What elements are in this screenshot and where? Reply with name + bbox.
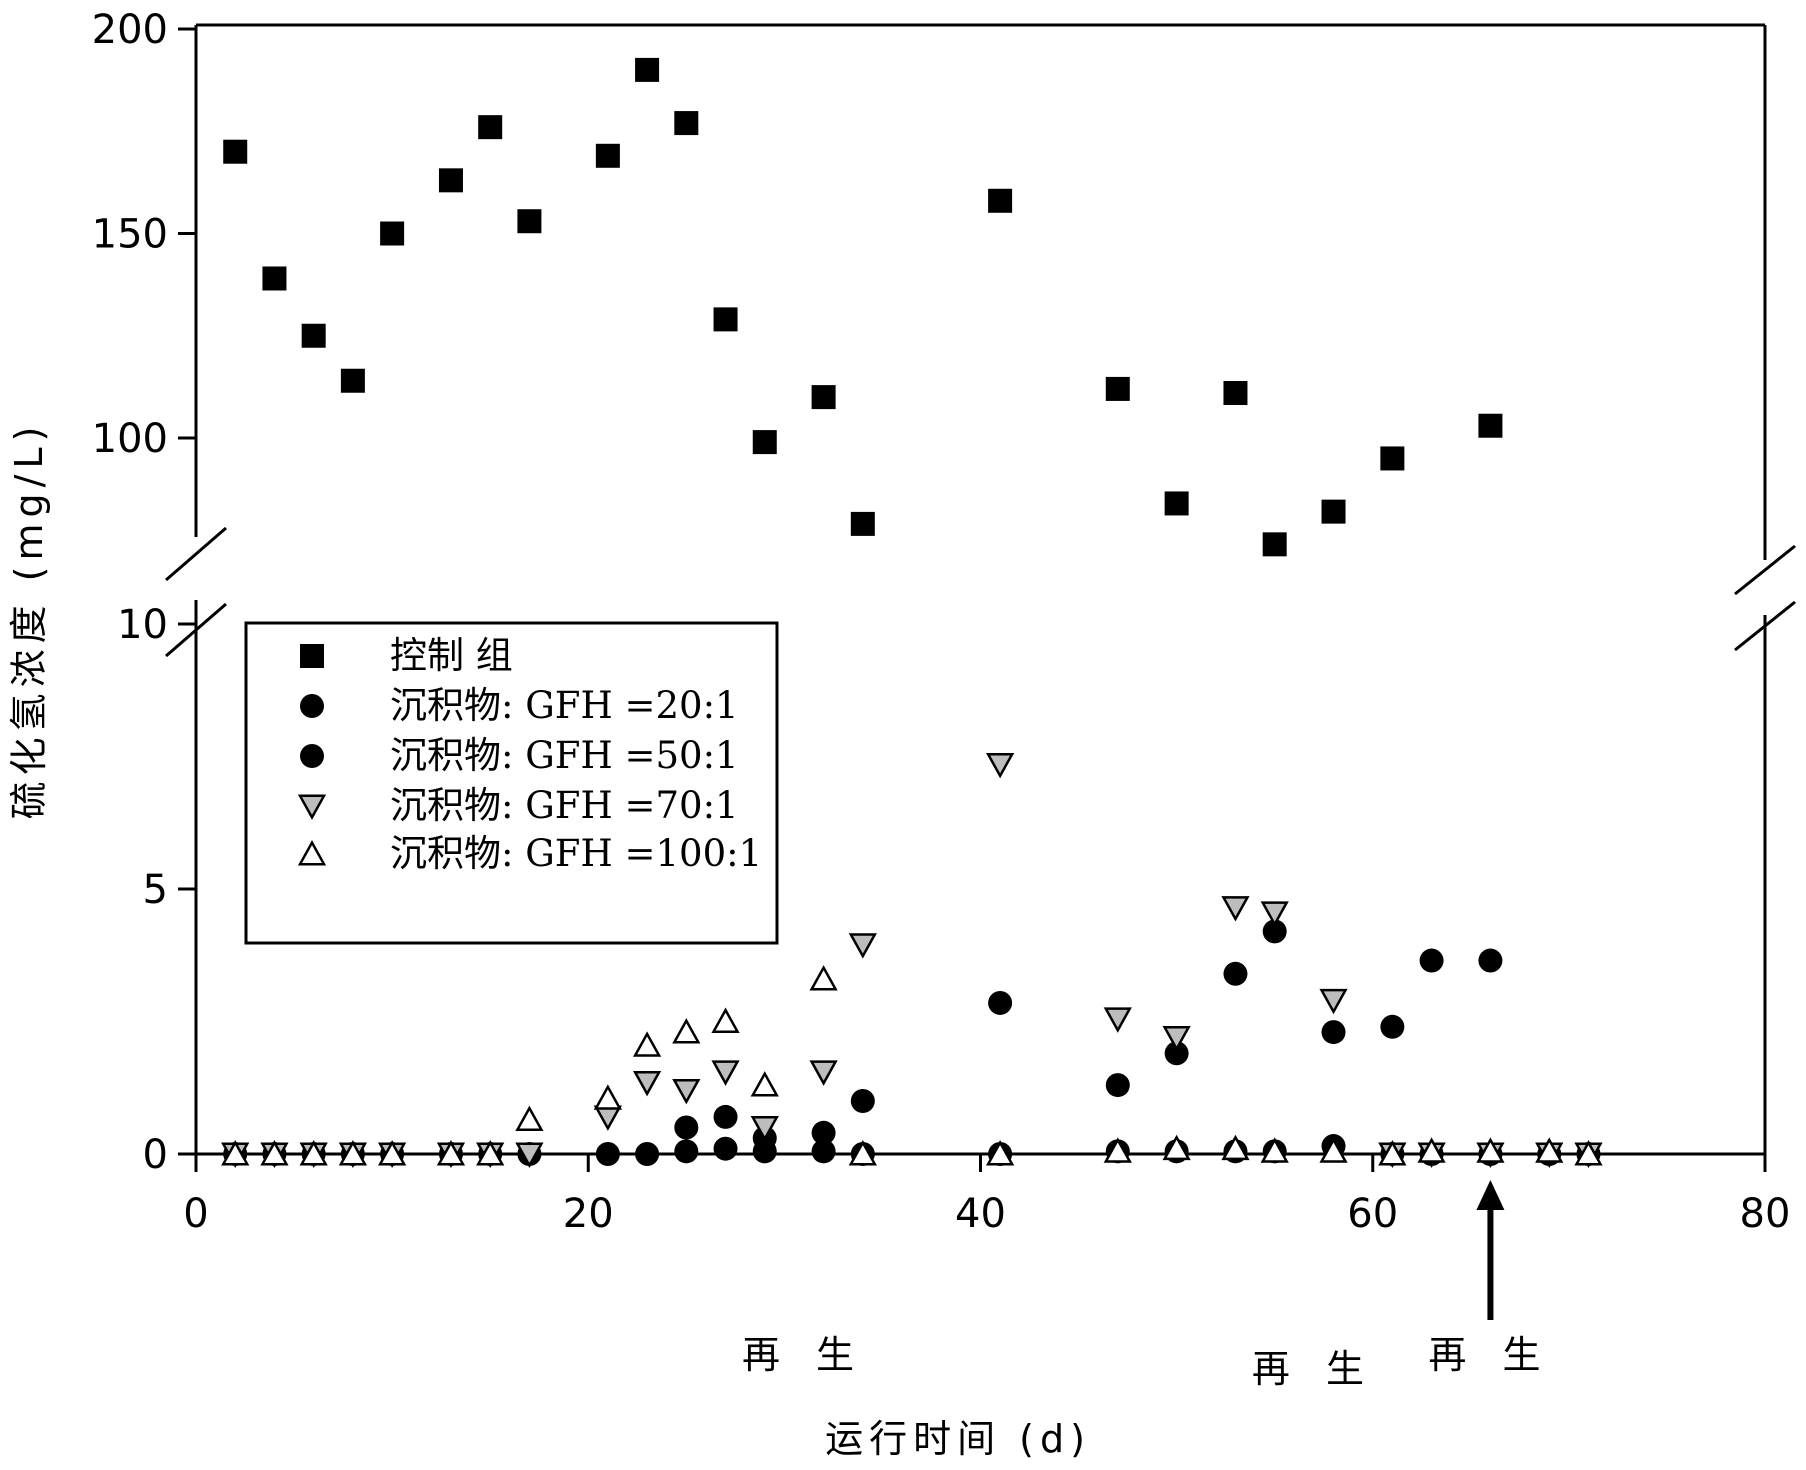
annotation-label: 再 生 [1252,1347,1376,1391]
x-tick-label: 60 [1347,1191,1398,1237]
data-point-square [1106,377,1130,401]
data-point-down-triangle [674,1080,698,1102]
data-point-up-triangle [635,1034,659,1056]
data-point-circle [988,991,1012,1015]
data-point-circle [714,1105,738,1129]
data-point-down-triangle [1263,903,1287,925]
data-point-circle [1223,962,1247,986]
data-point-circle [812,1121,836,1145]
legend-marker-square [300,644,324,668]
x-tick-label: 80 [1740,1191,1791,1237]
data-point-down-triangle [596,1107,620,1129]
data-point-circle [674,1116,698,1140]
data-point-square [302,324,326,348]
data-point-circle [635,1142,659,1166]
legend-marker-circle [300,694,324,718]
data-point-down-triangle [714,1062,738,1084]
data-point-square [851,512,875,536]
data-point-square [596,144,620,168]
data-point-square [714,307,738,331]
y-tick-label: 5 [143,867,168,913]
data-point-circle [1322,1020,1346,1044]
legend-label: 控制 组 [390,634,513,677]
data-point-circle [596,1142,620,1166]
data-point-down-triangle [812,1062,836,1084]
data-point-down-triangle [851,934,875,956]
y-tick-label: 100 [92,416,168,462]
legend-label: 沉积物: GFH =50:1 [390,734,739,777]
y-tick-label: 150 [92,212,168,258]
y-axis-title: 硫化氢浓度 (mg/L) [7,421,51,820]
data-point-square [517,209,541,233]
series-3 [674,919,1502,1150]
data-point-square [1478,414,1502,438]
arrow-icon [1476,1180,1504,1320]
data-point-circle [1420,949,1444,973]
legend-label: 沉积物: GFH =100:1 [390,832,762,875]
data-point-square [1165,491,1189,515]
data-point-square [341,369,365,393]
data-point-square [674,111,698,135]
legend-marker-circle [300,744,324,768]
data-point-up-triangle [517,1108,541,1130]
data-point-up-triangle [674,1021,698,1043]
data-point-up-triangle [596,1087,620,1109]
data-point-square [1263,532,1287,556]
annotation-label: 再 生 [1428,1333,1552,1377]
data-point-circle [851,1089,875,1113]
plot-frame [166,25,1795,1154]
series-5 [223,968,1600,1164]
annotation-label: 再 生 [742,1333,866,1377]
data-point-up-triangle [812,968,836,990]
y-tick-label: 200 [92,7,168,53]
data-point-square [988,189,1012,213]
data-point-square [380,222,404,246]
y-tick-label: 10 [117,602,168,648]
data-point-circle [674,1139,698,1163]
data-point-square [478,115,502,139]
y-axis-ticks: 0 5 10 100 150 200 [92,7,196,1178]
annotations: 再 生再 生再 生 [742,1180,1553,1391]
data-point-down-triangle [1322,990,1346,1012]
x-tick-label: 20 [563,1191,614,1237]
data-point-square [439,168,463,192]
data-point-square [262,266,286,290]
data-point-square [1322,500,1346,524]
data-point-down-triangle [1106,1009,1130,1031]
data-points [223,58,1600,1166]
series-1 [223,58,1502,556]
legend: 控制 组沉积物: GFH =20:1 沉积物: GFH =50:1 沉积物: GFH… [246,623,777,943]
data-point-square [223,140,247,164]
data-point-circle [1380,1015,1404,1039]
data-point-down-triangle [1223,897,1247,919]
data-point-down-triangle [988,754,1012,776]
data-point-square [812,385,836,409]
x-axis-title: 运行时间 (d) [825,1417,1091,1461]
data-point-circle [1478,949,1502,973]
legend-label: 沉积物: GFH =70:1 [390,784,739,827]
data-point-up-triangle [714,1010,738,1032]
legend-label: 沉积物: GFH =20:1 [390,684,739,727]
data-point-square [753,430,777,454]
data-point-square [635,58,659,82]
x-tick-label: 0 [183,1191,208,1237]
data-point-square [1223,381,1247,405]
data-point-circle [714,1137,738,1161]
x-tick-label: 40 [955,1191,1006,1237]
y-tick-label: 0 [143,1132,168,1178]
data-point-circle [1106,1073,1130,1097]
data-point-down-triangle [635,1072,659,1094]
data-point-square [1380,446,1404,470]
data-point-up-triangle [753,1074,777,1096]
